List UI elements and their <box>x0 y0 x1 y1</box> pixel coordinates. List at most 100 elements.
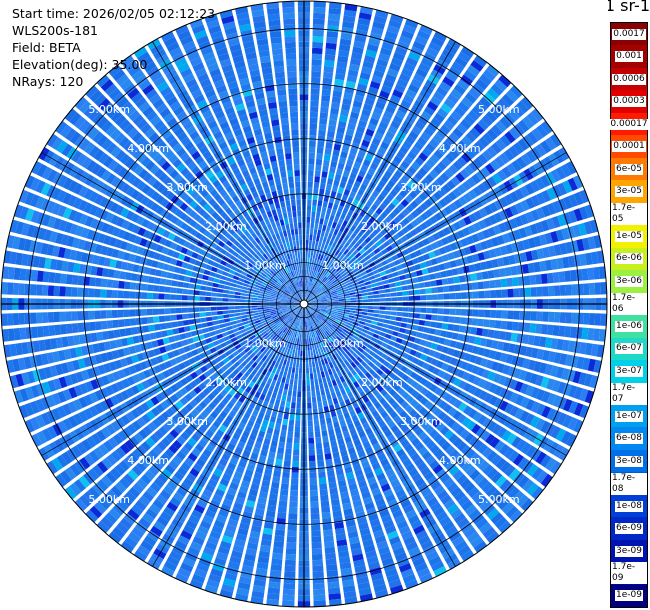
ray <box>108 306 303 544</box>
range-gate <box>405 509 417 519</box>
range-gate <box>211 287 218 293</box>
range-gate <box>315 307 321 310</box>
range-gate <box>357 346 364 353</box>
range-gate <box>277 330 283 337</box>
range-gate <box>460 343 469 352</box>
range-gate <box>334 352 340 359</box>
range-gate <box>319 112 328 119</box>
range-gate <box>300 309 303 316</box>
range-gate <box>120 540 135 553</box>
range-gate <box>156 414 166 425</box>
range-gate <box>208 573 222 583</box>
range-gate <box>294 326 298 332</box>
range-gate <box>238 325 245 331</box>
range-gate <box>213 278 221 284</box>
range-gate <box>229 555 242 565</box>
range-gate <box>309 140 316 148</box>
range-gate <box>323 159 330 167</box>
range-gate <box>172 545 185 556</box>
range-gate <box>266 317 273 322</box>
range-gate <box>337 314 343 318</box>
range-gate <box>319 334 324 341</box>
range-gate <box>323 406 330 413</box>
range-gate <box>398 563 412 573</box>
range-gate <box>281 394 287 402</box>
range-gate <box>149 433 160 444</box>
range-gate <box>307 308 311 314</box>
range-gate <box>306 315 309 321</box>
range-gate <box>277 411 284 419</box>
range-gate <box>467 408 478 419</box>
range-gate <box>281 177 288 184</box>
range-gate <box>395 362 403 370</box>
range-gate <box>53 378 62 391</box>
range-gate <box>237 527 249 536</box>
range-gate <box>552 394 562 408</box>
range-gate <box>306 321 309 328</box>
range-gate <box>339 348 346 355</box>
range-gate <box>275 458 283 466</box>
range-gate <box>341 496 351 505</box>
range-gate <box>373 492 384 502</box>
range-gate <box>280 325 285 331</box>
range-gate <box>152 418 162 428</box>
range-gate <box>207 375 215 383</box>
range-gate <box>134 499 147 512</box>
range-gate <box>284 334 289 341</box>
range-gate <box>73 413 84 425</box>
range-gate <box>218 509 229 518</box>
range-gate <box>356 516 368 525</box>
range-gate <box>256 460 265 469</box>
range-gate <box>370 337 378 343</box>
range-gate <box>299 321 302 328</box>
range-gate <box>214 557 227 567</box>
range-gate <box>360 360 368 368</box>
range-gate <box>309 460 316 468</box>
range-gate <box>555 428 567 442</box>
range-gate <box>119 517 133 530</box>
range-gate <box>322 332 327 339</box>
range-gate <box>288 342 293 349</box>
range-gate <box>30 417 41 431</box>
range-gate <box>205 337 213 344</box>
range-gate <box>237 347 244 354</box>
range-gate <box>488 383 498 394</box>
ray <box>306 305 562 475</box>
range-gate <box>279 435 286 443</box>
range-gate <box>176 314 183 320</box>
range-gate <box>212 397 221 406</box>
range-gate <box>248 359 255 366</box>
range-gate <box>30 312 37 324</box>
range-gate <box>428 555 442 567</box>
range-gate <box>405 368 413 376</box>
range-gate <box>289 317 294 323</box>
range-gate <box>172 273 180 280</box>
range-gate <box>315 437 322 444</box>
range-gate <box>338 306 345 310</box>
range-gate <box>322 317 328 322</box>
range-gate <box>62 418 73 431</box>
range-gate <box>323 358 329 365</box>
range-gate <box>309 484 318 491</box>
range-gate <box>159 346 167 354</box>
range-gate <box>225 524 237 533</box>
range-gate <box>279 494 288 502</box>
range-gate <box>225 339 233 346</box>
range-gate <box>222 498 233 507</box>
range-gate <box>245 548 257 556</box>
range-gate <box>313 7 326 14</box>
range-gate <box>317 465 326 473</box>
range-gate <box>360 382 368 391</box>
range-gate <box>342 393 349 401</box>
range-gate <box>239 328 246 334</box>
range-gate <box>202 514 214 525</box>
range-gate <box>323 153 331 161</box>
range-gate <box>323 325 328 331</box>
range-gate <box>526 463 539 477</box>
range-gate <box>12 313 20 326</box>
range-gate <box>359 485 370 494</box>
range-gate <box>117 290 124 299</box>
range-gate <box>36 312 43 324</box>
range-gate <box>460 361 469 370</box>
range-gate <box>332 322 339 327</box>
